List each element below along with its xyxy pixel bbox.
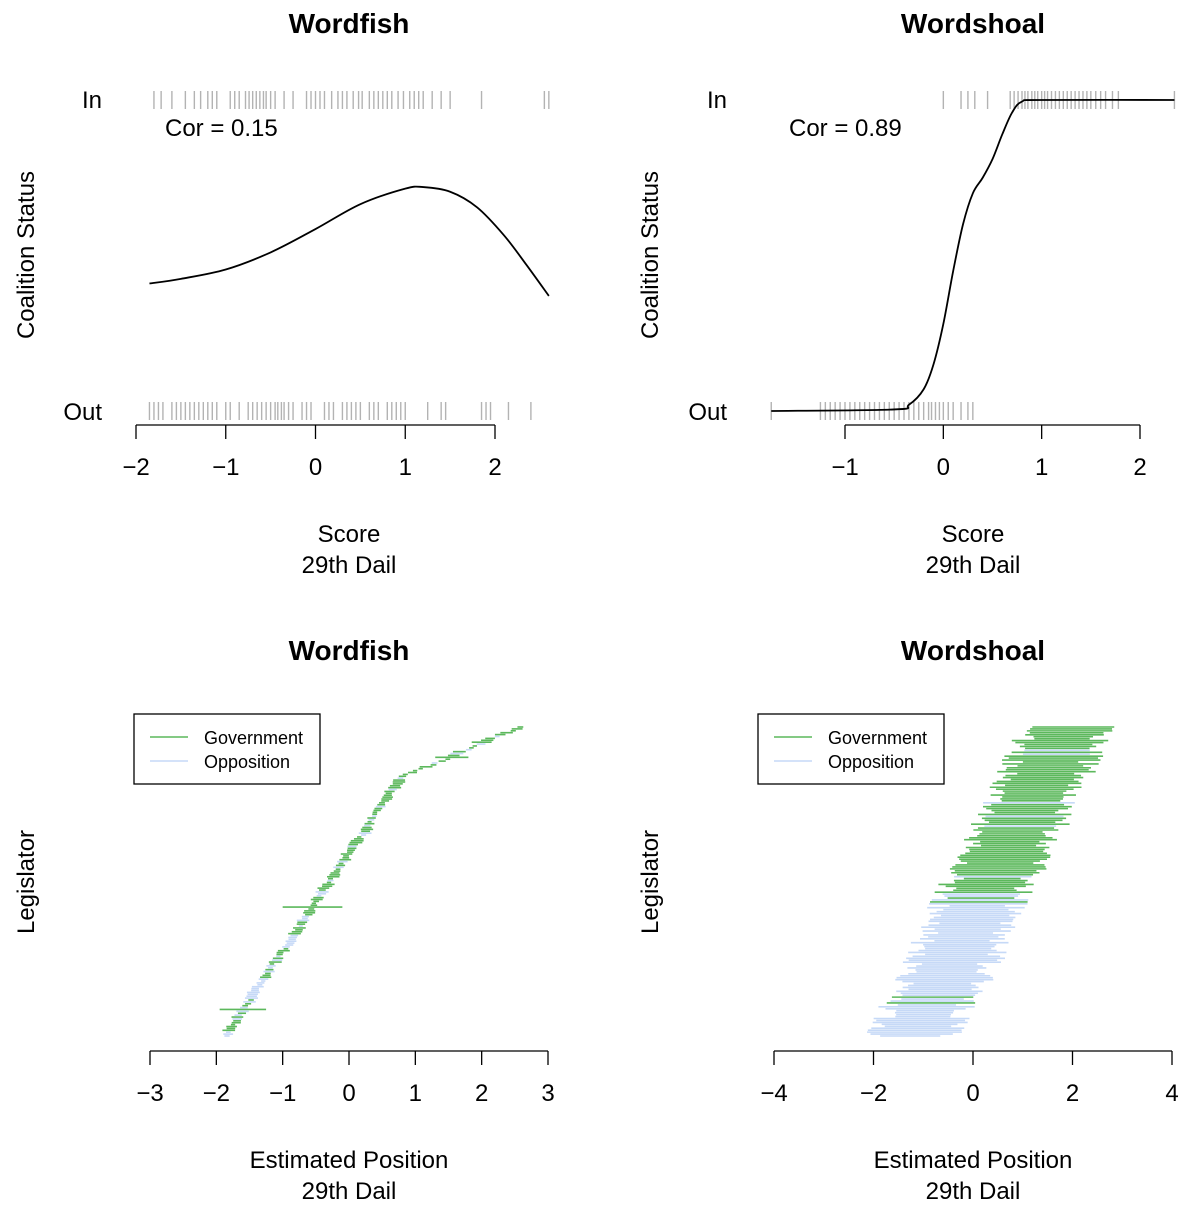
y-category-out: Out: [63, 399, 102, 426]
interval-bars: [867, 726, 1115, 1037]
correlation-annotation: Cor = 0.15: [165, 115, 278, 142]
y-axis-label: Legislator: [637, 830, 664, 934]
x-tick-label: 2: [475, 1080, 488, 1107]
x-axis-label: Score: [318, 521, 381, 548]
rug-out: [148, 402, 532, 420]
panel-wordshoal-coalition: Wordshoal In Out Cor = 0.89 Coalition St…: [637, 8, 1176, 579]
x-tick-label: 3: [541, 1080, 554, 1107]
fitted-curve: [149, 185, 550, 297]
x-tick-label: 1: [409, 1080, 422, 1107]
x-axis-sublabel: 29th Dail: [302, 1178, 397, 1205]
legend-label-opposition: Opposition: [828, 752, 914, 772]
legend-box: [133, 713, 321, 785]
panel-wordfish-coalition: Wordfish In Out Cor = 0.15 Coalition Sta…: [13, 8, 550, 579]
x-tick-label: −3: [136, 1080, 163, 1107]
legend-label-government: Government: [828, 728, 927, 748]
x-tick-label: −4: [760, 1080, 787, 1107]
x-tick-label: −2: [860, 1080, 887, 1107]
x-tick-label: −2: [203, 1080, 230, 1107]
x-tick-label: 4: [1165, 1080, 1178, 1107]
y-category-in: In: [707, 87, 727, 114]
chart-title: Wordfish: [289, 635, 410, 666]
x-tick-label: 0: [309, 454, 322, 481]
legend-label-opposition: Opposition: [204, 752, 290, 772]
chart-title: Wordfish: [289, 8, 410, 39]
x-axis: −3 −2 −1 0 1 2 3: [136, 1050, 555, 1107]
x-tick-label: 2: [1066, 1080, 1079, 1107]
x-tick-label: 0: [937, 454, 950, 481]
y-axis-label: Legislator: [13, 830, 40, 934]
chart-title: Wordshoal: [901, 8, 1045, 39]
x-tick-label: −2: [122, 454, 149, 481]
x-tick-label: 0: [966, 1080, 979, 1107]
y-axis-label: Coalition Status: [13, 171, 40, 339]
correlation-annotation: Cor = 0.89: [789, 115, 902, 142]
x-axis-label: Estimated Position: [874, 1147, 1073, 1174]
panel-wordshoal-positions: Wordshoal Legislator Estimated Position …: [637, 635, 1179, 1205]
legend: Government Opposition: [757, 713, 945, 785]
x-tick-label: −1: [212, 454, 239, 481]
x-tick-label: 2: [488, 454, 501, 481]
x-tick-label: 1: [1035, 454, 1048, 481]
y-category-out: Out: [688, 399, 727, 426]
x-tick-label: 0: [342, 1080, 355, 1107]
x-tick-label: −1: [831, 454, 858, 481]
legend-label-government: Government: [204, 728, 303, 748]
x-tick-label: −1: [269, 1080, 296, 1107]
fitted-curve: [771, 98, 1175, 412]
x-axis-sublabel: 29th Dail: [302, 552, 397, 579]
chart-title: Wordshoal: [901, 635, 1045, 666]
legend: Government Opposition: [133, 713, 321, 785]
rug-in: [153, 91, 550, 109]
x-axis-sublabel: 29th Dail: [926, 552, 1021, 579]
x-axis-label: Score: [942, 521, 1005, 548]
x-axis: −1 0 1 2: [831, 424, 1147, 481]
x-axis-label: Estimated Position: [250, 1147, 449, 1174]
interval-bars: [219, 726, 524, 1037]
x-axis: −4 −2 0 2 4: [760, 1050, 1179, 1107]
x-axis: −2 −1 0 1 2: [122, 424, 502, 481]
y-category-in: In: [82, 87, 102, 114]
legend-box: [757, 713, 945, 785]
panel-wordfish-positions: Wordfish Legislator Estimated Position 2…: [13, 635, 555, 1205]
x-tick-label: 1: [399, 454, 412, 481]
y-axis-label: Coalition Status: [637, 171, 664, 339]
x-axis-sublabel: 29th Dail: [926, 1178, 1021, 1205]
x-tick-label: 2: [1133, 454, 1146, 481]
